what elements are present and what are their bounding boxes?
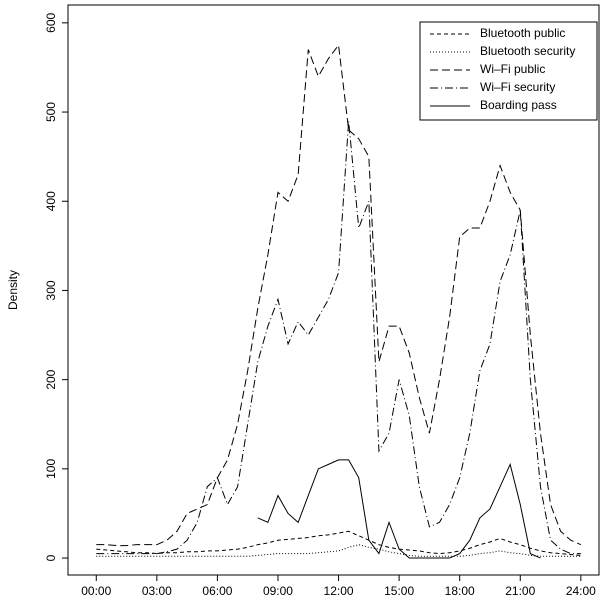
- series-line: [257, 459, 541, 559]
- legend-label: Boarding pass: [480, 98, 557, 112]
- y-tick-label: 300: [44, 280, 58, 300]
- series-line: [96, 120, 581, 555]
- x-tick-label: 00:00: [81, 584, 111, 598]
- x-tick-label: 21:00: [505, 584, 535, 598]
- legend-label: Bluetooth public: [480, 26, 565, 40]
- legend-label: Wi–Fi public: [480, 62, 545, 76]
- x-tick-label: 06:00: [202, 584, 232, 598]
- x-tick-label: 09:00: [263, 584, 293, 598]
- legend-label: Wi–Fi security: [480, 80, 555, 94]
- x-tick-label: 18:00: [445, 584, 475, 598]
- series-line: [96, 43, 582, 547]
- y-tick-label: 0: [44, 554, 58, 561]
- x-tick-label: 12:00: [324, 584, 354, 598]
- legend-label: Bluetooth security: [480, 44, 575, 58]
- y-tick-label: 100: [44, 459, 58, 479]
- y-tick-label: 200: [44, 369, 58, 389]
- y-tick-label: 400: [44, 191, 58, 211]
- legend-box: [419, 21, 598, 121]
- x-tick-label: 24:00: [566, 584, 596, 598]
- y-tick-label: 600: [44, 13, 58, 33]
- y-axis-label: Density: [6, 270, 20, 310]
- series-line: [96, 544, 581, 557]
- x-tick-label: 03:00: [142, 584, 172, 598]
- series-line: [96, 530, 581, 556]
- x-tick-label: 15:00: [384, 584, 414, 598]
- y-tick-label: 500: [44, 102, 58, 122]
